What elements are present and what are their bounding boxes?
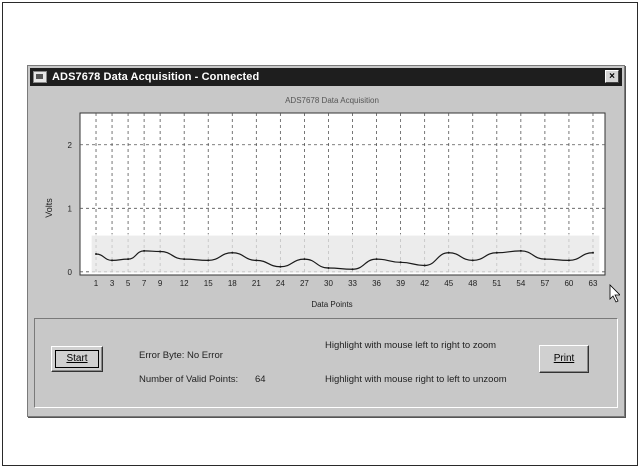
data-point bbox=[447, 251, 450, 254]
data-point bbox=[519, 249, 522, 252]
x-tick-label: 21 bbox=[252, 279, 261, 288]
error-byte-value: No Error bbox=[187, 350, 223, 361]
x-tick-label: 5 bbox=[126, 279, 131, 288]
x-tick-label: 63 bbox=[589, 279, 598, 288]
title-bar[interactable]: ADS7678 Data Acquisition - Connected × bbox=[30, 68, 622, 86]
x-tick-label: 3 bbox=[110, 279, 115, 288]
data-point bbox=[399, 261, 402, 264]
x-tick-label: 60 bbox=[564, 279, 573, 288]
data-point bbox=[591, 251, 594, 254]
x-tick-label: 33 bbox=[348, 279, 357, 288]
x-tick-label: 57 bbox=[540, 279, 549, 288]
x-tick-label: 51 bbox=[492, 279, 501, 288]
start-button[interactable]: Start bbox=[51, 346, 103, 372]
data-point bbox=[143, 249, 146, 252]
data-point bbox=[375, 258, 378, 261]
control-panel: Start Error Byte: No Error Number of Val… bbox=[34, 318, 618, 408]
x-tick-label: 45 bbox=[444, 279, 453, 288]
x-axis-label: Data Points bbox=[311, 300, 352, 309]
data-point bbox=[183, 258, 186, 261]
y-tick-label: 0 bbox=[68, 268, 73, 277]
axis-layer: 1 3 5 7 9 12 15 18 21 24 27 30 33 36 39 42 45 48 51 54 57 60 6… bbox=[68, 141, 598, 288]
y-axis-label: Volts bbox=[44, 198, 54, 218]
print-button[interactable]: Print bbox=[539, 345, 589, 373]
data-point bbox=[207, 259, 210, 262]
line-chart[interactable]: ADS7678 Data Acquisition 1 3 5 7 9 12 15 18 21 24… bbox=[32, 88, 620, 314]
window-title: ADS7678 Data Acquisition - Connected bbox=[52, 71, 260, 83]
y-tick-label: 1 bbox=[68, 204, 73, 213]
print-button-label: Print bbox=[553, 353, 575, 364]
start-button-label: Start bbox=[66, 353, 88, 364]
mouse-pointer-icon bbox=[609, 284, 620, 303]
x-tick-label: 36 bbox=[372, 279, 381, 288]
data-point bbox=[327, 267, 330, 270]
app-window-icon bbox=[33, 71, 47, 83]
x-tick-label: 15 bbox=[204, 279, 213, 288]
data-point bbox=[127, 258, 130, 261]
data-point bbox=[159, 250, 162, 253]
x-tick-label: 30 bbox=[324, 279, 333, 288]
close-icon[interactable]: × bbox=[605, 70, 619, 83]
zoom-hint: Highlight with mouse left to right to zo… bbox=[325, 340, 497, 351]
data-point bbox=[231, 251, 234, 254]
valid-points-value: 64 bbox=[255, 374, 266, 385]
y-tick-label: 2 bbox=[68, 141, 73, 150]
data-point bbox=[111, 259, 114, 262]
data-point bbox=[95, 253, 98, 256]
x-tick-label: 54 bbox=[516, 279, 525, 288]
zoom-selection-box bbox=[90, 234, 601, 274]
data-point bbox=[351, 268, 354, 271]
chart-title: ADS7678 Data Acquisition bbox=[285, 96, 379, 105]
data-point bbox=[423, 264, 426, 267]
x-tick-label: 39 bbox=[396, 279, 405, 288]
data-point bbox=[255, 259, 258, 262]
x-tick-label: 12 bbox=[180, 279, 189, 288]
x-tick-label: 18 bbox=[228, 279, 237, 288]
data-point bbox=[279, 265, 282, 268]
data-point bbox=[303, 258, 306, 261]
error-byte-label: Error Byte: bbox=[139, 350, 185, 361]
x-tick-label: 27 bbox=[300, 279, 309, 288]
x-tick-label: 1 bbox=[94, 279, 99, 288]
valid-points-label: Number of Valid Points: bbox=[139, 374, 239, 385]
chart-area[interactable]: ADS7678 Data Acquisition 1 3 5 7 9 12 15 18 21 24… bbox=[32, 88, 620, 314]
x-tick-label: 24 bbox=[276, 279, 285, 288]
selection-layer bbox=[90, 234, 601, 274]
unzoom-hint: Highlight with mouse right to left to un… bbox=[325, 374, 507, 385]
app-window: ADS7678 Data Acquisition - Connected × A… bbox=[27, 65, 625, 417]
x-tick-label: 48 bbox=[468, 279, 477, 288]
x-tick-label: 42 bbox=[420, 279, 429, 288]
x-tick-label: 9 bbox=[158, 279, 163, 288]
data-point bbox=[543, 258, 546, 261]
data-point bbox=[567, 259, 570, 262]
data-point bbox=[471, 259, 474, 262]
data-point bbox=[495, 251, 498, 254]
series-layer bbox=[95, 249, 594, 271]
x-tick-label: 7 bbox=[142, 279, 147, 288]
